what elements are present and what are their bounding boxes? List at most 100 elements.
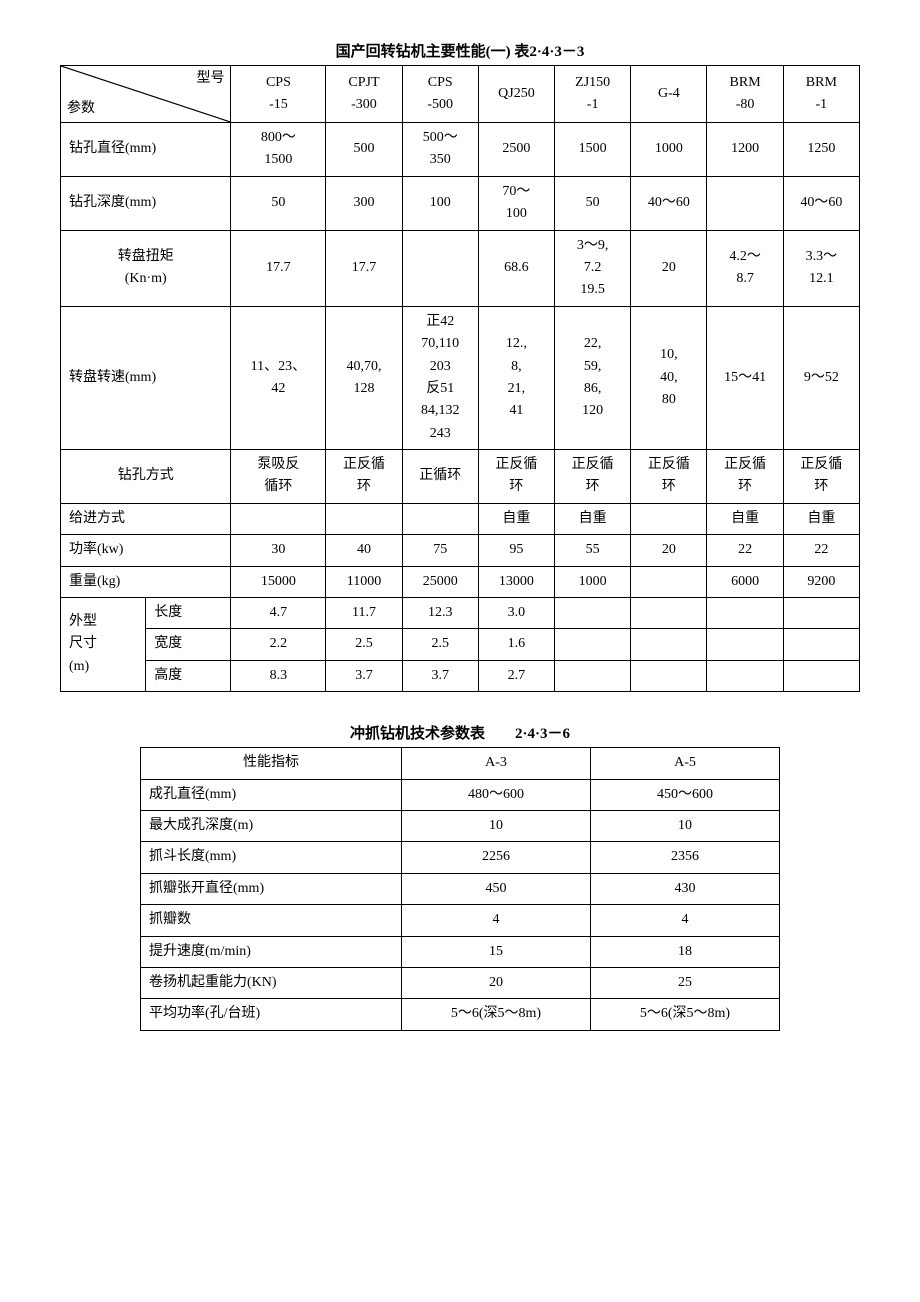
- table-row: 转盘转速(mm) 11、23、42 40,70,128 正4270,110203…: [61, 306, 860, 449]
- dim-sub-label: 高度: [146, 660, 231, 691]
- cell: 自重: [783, 503, 859, 534]
- cell: 10: [590, 810, 779, 841]
- cell: 10: [402, 810, 591, 841]
- cell: 70～100: [478, 176, 554, 230]
- table1: 型号 参数 CPS-15 CPJT-300 CPS-500 QJ250 ZJ15…: [60, 65, 860, 692]
- cell: 40,70,128: [326, 306, 402, 449]
- cell: 11000: [326, 566, 402, 597]
- cell: 12.,8,21,41: [478, 306, 554, 449]
- cell: [707, 598, 783, 629]
- cell: 30: [231, 535, 326, 566]
- cell: [631, 629, 707, 660]
- cell: [555, 598, 631, 629]
- cell: [631, 660, 707, 691]
- cell: 15000: [231, 566, 326, 597]
- cell: 55: [555, 535, 631, 566]
- cell: 9～52: [783, 306, 859, 449]
- cell: [707, 660, 783, 691]
- table-row: 卷扬机起重能力(KN) 20 25: [141, 967, 780, 998]
- cell: 11、23、42: [231, 306, 326, 449]
- cell: 4.2～8.7: [707, 230, 783, 306]
- model-col: BRM-80: [707, 66, 783, 123]
- cell: 450～600: [590, 779, 779, 810]
- cell: 2256: [402, 842, 591, 873]
- cell: 20: [631, 535, 707, 566]
- row-label: 提升速度(m/min): [141, 936, 402, 967]
- model-col: CPJT-300: [326, 66, 402, 123]
- cell: 40～60: [631, 176, 707, 230]
- cell: 3.7: [326, 660, 402, 691]
- cell: 100: [402, 176, 478, 230]
- cell: 68.6: [478, 230, 554, 306]
- cell: 2500: [478, 123, 554, 177]
- cell: 2.5: [402, 629, 478, 660]
- cell: 25000: [402, 566, 478, 597]
- cell: 50: [231, 176, 326, 230]
- table-row: 宽度 2.2 2.5 2.5 1.6: [61, 629, 860, 660]
- cell: 40: [326, 535, 402, 566]
- cell: 3～9,7.219.5: [555, 230, 631, 306]
- cell: 1000: [631, 123, 707, 177]
- cell: 正4270,110203反5184,132243: [402, 306, 478, 449]
- cell: 5～6(深5～8m): [590, 999, 779, 1030]
- table-row: 最大成孔深度(m) 10 10: [141, 810, 780, 841]
- diag-top-label: 型号: [196, 68, 224, 90]
- row-label: 成孔直径(mm): [141, 779, 402, 810]
- table1-header-row: 型号 参数 CPS-15 CPJT-300 CPS-500 QJ250 ZJ15…: [61, 66, 860, 123]
- table2-title: 冲抓钻机技术参数表 2·4·3－6: [60, 722, 860, 743]
- table-row: 平均功率(孔/台班) 5～6(深5～8m) 5～6(深5～8m): [141, 999, 780, 1030]
- row-label: 抓斗长度(mm): [141, 842, 402, 873]
- cell: 4: [402, 905, 591, 936]
- cell: 2.7: [478, 660, 554, 691]
- row-label: 抓瓣数: [141, 905, 402, 936]
- model-col: CPS-15: [231, 66, 326, 123]
- table2-header: 性能指标: [141, 748, 402, 779]
- cell: 1500: [555, 123, 631, 177]
- row-label: 重量(kg): [61, 566, 231, 597]
- cell: [631, 503, 707, 534]
- table2: 性能指标 A-3 A-5 成孔直径(mm) 480～600 450～600 最大…: [140, 747, 780, 1031]
- table-row: 抓瓣张开直径(mm) 450 430: [141, 873, 780, 904]
- row-label: 最大成孔深度(m): [141, 810, 402, 841]
- cell: 22,59,86,120: [555, 306, 631, 449]
- cell: 500: [326, 123, 402, 177]
- table2-header: A-5: [590, 748, 779, 779]
- cell: 3.7: [402, 660, 478, 691]
- cell: [326, 503, 402, 534]
- table-row: 给进方式 自重 自重 自重 自重: [61, 503, 860, 534]
- cell: 15: [402, 936, 591, 967]
- row-label: 钻孔深度(mm): [61, 176, 231, 230]
- dim-sub-label: 宽度: [146, 629, 231, 660]
- cell: [631, 566, 707, 597]
- cell: 自重: [555, 503, 631, 534]
- cell: 2.5: [326, 629, 402, 660]
- cell: 正反循环: [326, 450, 402, 504]
- cell: [555, 629, 631, 660]
- cell: 17.7: [326, 230, 402, 306]
- cell: 1200: [707, 123, 783, 177]
- cell: 800～1500: [231, 123, 326, 177]
- cell: [555, 660, 631, 691]
- cell: 泵吸反循环: [231, 450, 326, 504]
- cell: 25: [590, 967, 779, 998]
- cell: 18: [590, 936, 779, 967]
- model-col: BRM-1: [783, 66, 859, 123]
- table-row: 提升速度(m/min) 15 18: [141, 936, 780, 967]
- table-row: 抓斗长度(mm) 2256 2356: [141, 842, 780, 873]
- dim-sub-label: 长度: [146, 598, 231, 629]
- cell: 1250: [783, 123, 859, 177]
- cell: 正反循环: [707, 450, 783, 504]
- row-label: 转盘扭矩(Kn·m): [61, 230, 231, 306]
- table-row: 功率(kw) 30 40 75 95 55 20 22 22: [61, 535, 860, 566]
- cell: [631, 598, 707, 629]
- model-col: G-4: [631, 66, 707, 123]
- diag-bottom-label: 参数: [67, 98, 95, 120]
- cell: 1.6: [478, 629, 554, 660]
- cell: 20: [631, 230, 707, 306]
- table-row: 抓瓣数 4 4: [141, 905, 780, 936]
- cell: 正反循环: [631, 450, 707, 504]
- cell: 5～6(深5～8m): [402, 999, 591, 1030]
- cell: 95: [478, 535, 554, 566]
- table-row: 成孔直径(mm) 480～600 450～600: [141, 779, 780, 810]
- cell: 50: [555, 176, 631, 230]
